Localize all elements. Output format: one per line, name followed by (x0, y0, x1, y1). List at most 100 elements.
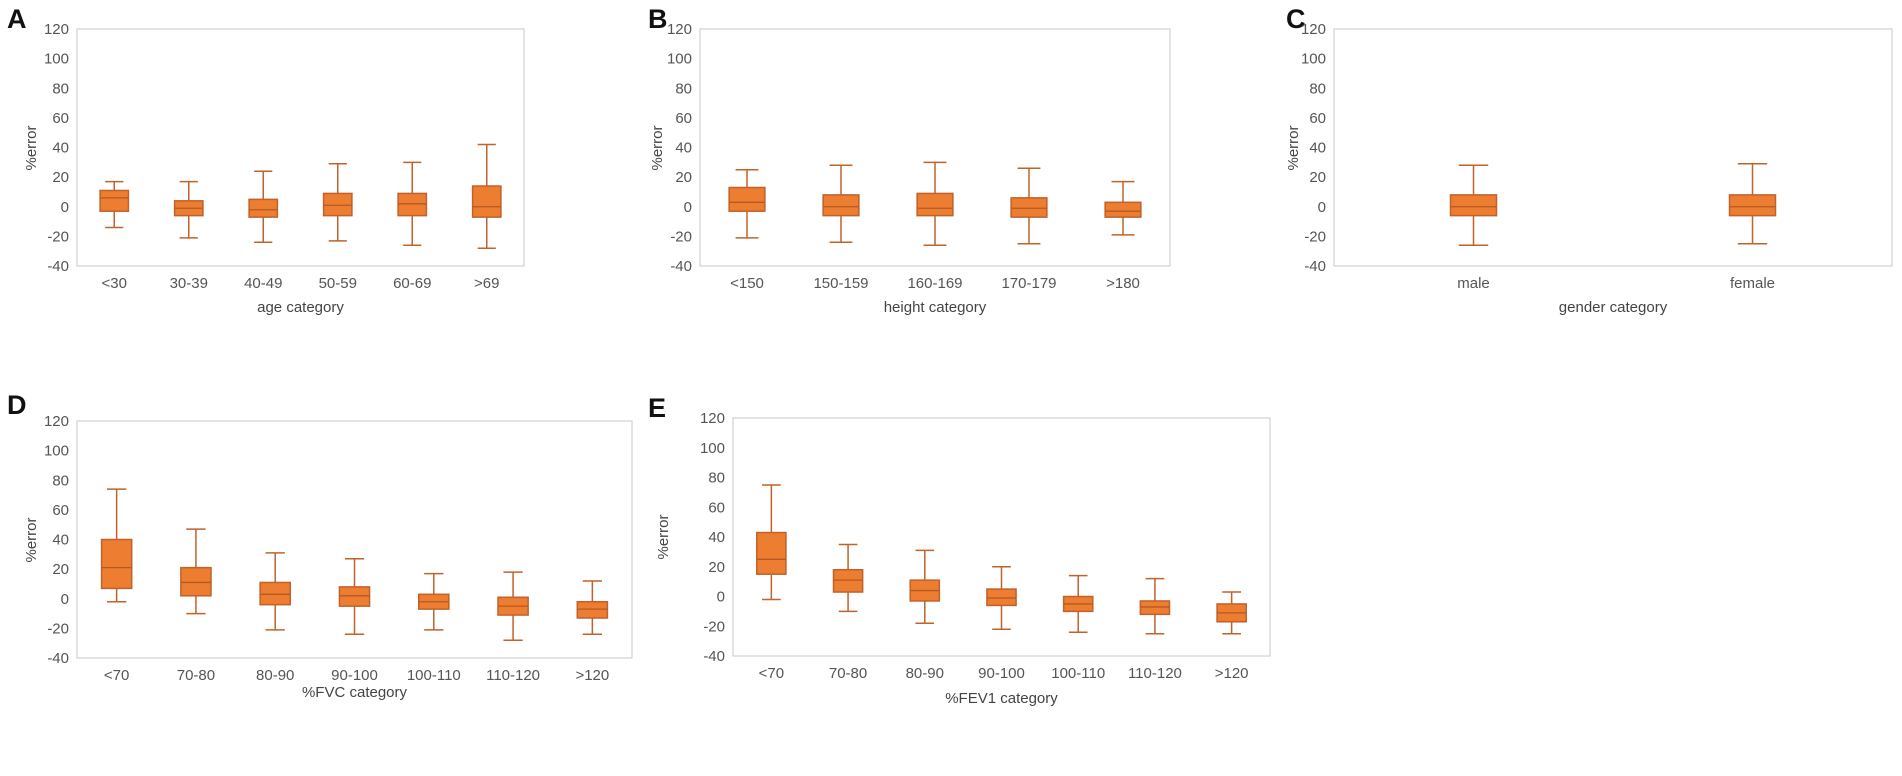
iqr-box (99, 189, 130, 212)
y-tick-label: 100 (1301, 51, 1326, 68)
x-tick-label: 40-49 (244, 275, 282, 292)
x-tick-label: 30-39 (170, 275, 208, 292)
panel-e: E -40 -20 0 20 40 60 80 100 120 <70 70-80 80-90 90-1… (640, 385, 1280, 776)
y-tick-label: 0 (61, 591, 69, 608)
y-tick-label: -20 (1304, 228, 1326, 245)
y-tick-label: 40 (52, 532, 69, 549)
plot-area (76, 420, 633, 659)
iqr-box (248, 198, 279, 218)
x-tick-label: 100-110 (1051, 665, 1105, 682)
y-tick-label: 20 (1309, 169, 1326, 186)
x-axis-title: height category (884, 299, 987, 316)
y-tick-label: 0 (1318, 199, 1326, 216)
y-tick-label: -20 (47, 228, 69, 245)
panel-letter-b: B (648, 4, 668, 34)
x-tick-label: >180 (1106, 275, 1140, 292)
box-<150 (728, 168, 766, 239)
iqr-box (916, 192, 954, 217)
panel-letter-c: C (1286, 4, 1306, 34)
box-110-120 (1139, 577, 1171, 635)
panel-c: C -40 -20 0 20 40 60 80 100 120 male female gender … (1280, 0, 1902, 390)
box-70-80 (180, 528, 212, 615)
y-tick-label: 60 (675, 110, 692, 127)
panel-a: A -40 -20 0 20 40 60 80 100 120 <30 30-39 40-49 50-5… (0, 0, 640, 390)
x-tick-label: 80-90 (256, 667, 294, 684)
box-<70 (756, 484, 787, 601)
y-tick-label: 20 (52, 561, 69, 578)
box-160-169 (916, 161, 954, 247)
iqr-box (180, 566, 212, 597)
x-tick-label: 160-169 (907, 275, 962, 292)
iqr-box (986, 588, 1017, 607)
plot-area (76, 28, 525, 267)
box->69 (471, 143, 502, 249)
box-100-110 (417, 572, 450, 631)
y-axis-title: %error (23, 517, 40, 562)
y-tick-label: 60 (1309, 110, 1326, 127)
iqr-box (1139, 600, 1171, 616)
x-tick-label: 90-100 (331, 667, 378, 684)
box->120 (1216, 591, 1247, 635)
box-<70 (100, 488, 133, 603)
box-100-110 (1062, 574, 1094, 633)
box-male (1449, 164, 1498, 247)
x-tick-label: 50-59 (319, 275, 357, 292)
plot-area (1333, 28, 1893, 267)
box-60-69 (397, 161, 428, 247)
boxplot-c: -40 -20 0 20 40 60 80 100 120 male female gender ca… (1285, 21, 1893, 316)
x-axis-title: age category (257, 299, 344, 316)
panel-letter-a: A (7, 4, 27, 34)
x-tick-label: 90-100 (978, 665, 1025, 682)
x-axis-title: %FVC category (302, 684, 408, 701)
box-150-159 (822, 164, 860, 244)
y-axis-title: %error (649, 125, 666, 170)
boxplot-b: -40 -20 0 20 40 60 80 100 120 <150 150-159 160-169 1… (649, 21, 1171, 316)
x-tick-label: 70-80 (829, 665, 867, 682)
box-110-120 (497, 571, 529, 641)
box-30-39 (173, 180, 204, 239)
box-90-100 (986, 566, 1017, 630)
x-tick-label: >69 (474, 275, 499, 292)
box->120 (576, 580, 609, 636)
y-tick-label: 0 (61, 199, 69, 216)
y-tick-label: 80 (52, 472, 69, 489)
y-tick-label: 120 (700, 410, 725, 427)
y-tick-label: 100 (700, 440, 725, 457)
panel-d: D -40 -20 0 20 40 60 80 100 120 <70 70-80 80-90 90-1… (0, 385, 640, 776)
x-tick-label: <30 (102, 275, 127, 292)
iqr-box (756, 531, 787, 575)
x-tick-label: male (1457, 275, 1490, 292)
iqr-box (338, 586, 371, 607)
y-tick-label: -40 (47, 650, 69, 667)
y-tick-label: 40 (675, 140, 692, 157)
y-tick-label: 80 (52, 80, 69, 97)
iqr-box (728, 186, 766, 212)
y-tick-label: 20 (708, 559, 725, 576)
x-tick-label: 100-110 (407, 667, 461, 684)
y-tick-label: -20 (703, 618, 725, 635)
y-tick-label: 100 (44, 443, 69, 460)
x-tick-label: 110-120 (1128, 665, 1182, 682)
y-tick-label: -40 (47, 258, 69, 275)
box-<30 (99, 180, 130, 229)
y-tick-label: -20 (670, 228, 692, 245)
y-tick-label: 80 (708, 470, 725, 487)
x-tick-label: <150 (730, 275, 764, 292)
iqr-box (1010, 197, 1048, 218)
y-tick-label: 120 (1301, 21, 1326, 38)
y-axis-title: %error (23, 125, 40, 170)
x-tick-label: <70 (104, 667, 129, 684)
iqr-box (100, 538, 133, 590)
box-80-90 (259, 552, 292, 631)
y-tick-label: 120 (667, 21, 692, 38)
box-female (1728, 163, 1777, 245)
plot-area (699, 28, 1171, 267)
boxplot-d: -40 -20 0 20 40 60 80 100 120 <70 70-80 80-90 90-100… (23, 413, 633, 701)
x-axis-title: %FEV1 category (945, 690, 1058, 707)
y-tick-label: -40 (670, 258, 692, 275)
x-tick-label: female (1730, 275, 1775, 292)
iqr-box (822, 194, 860, 217)
y-axis-title: %error (1285, 125, 1302, 170)
box-40-49 (248, 170, 279, 244)
box-90-100 (338, 558, 371, 636)
